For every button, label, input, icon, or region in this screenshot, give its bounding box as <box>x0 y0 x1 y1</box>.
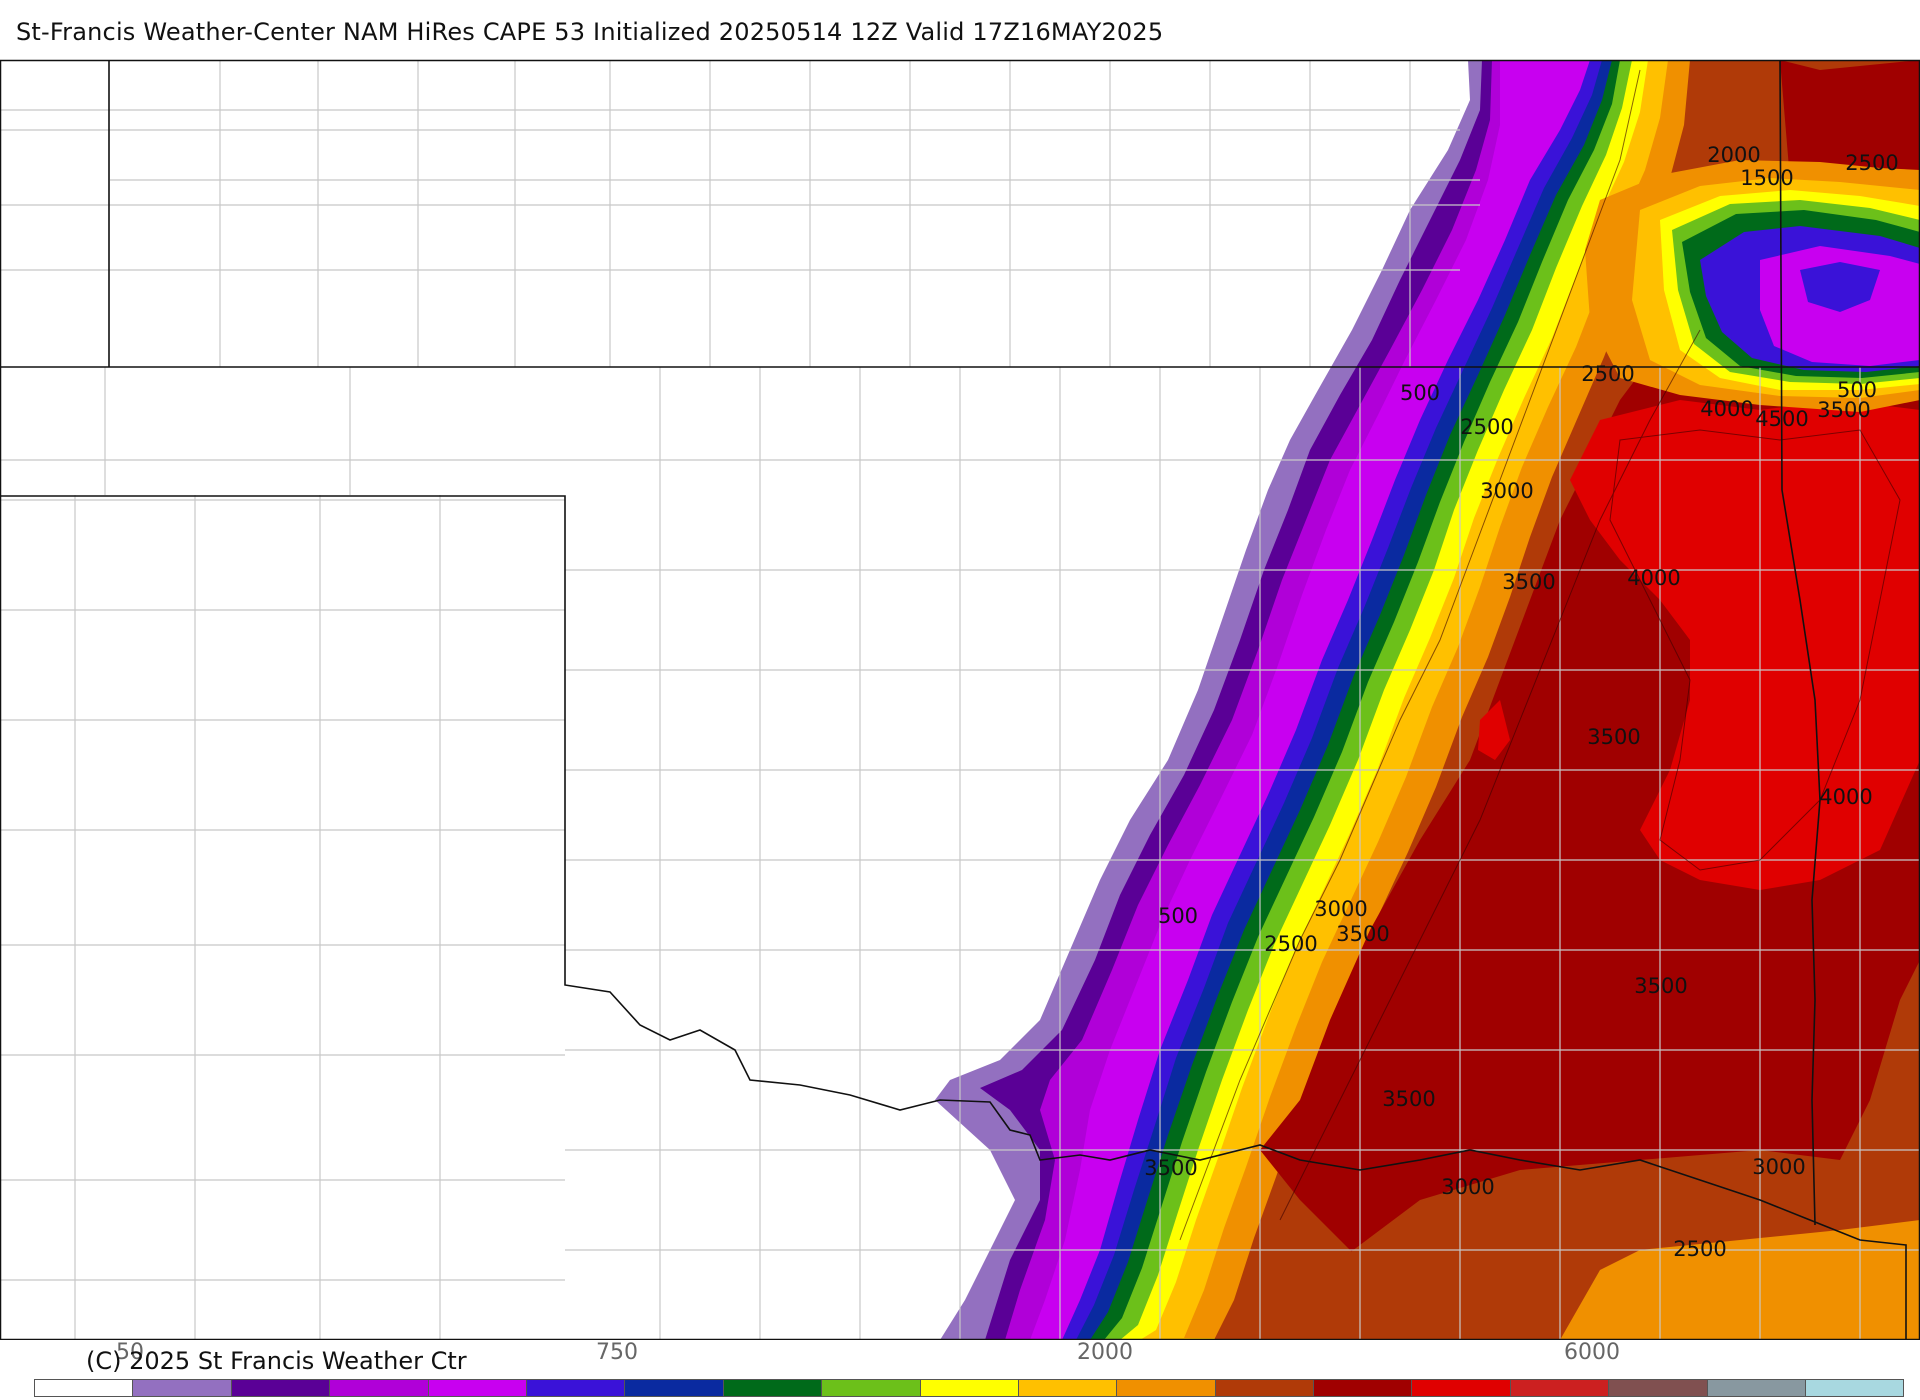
cape-band-5000 <box>1478 700 1510 760</box>
colorbar-swatch <box>624 1380 723 1396</box>
colorbar-swatch <box>230 1380 330 1396</box>
contour-label: 1500 <box>1740 166 1793 190</box>
colorbar-swatch <box>427 1380 526 1396</box>
contour-line-4000 <box>1609 429 1901 871</box>
contour-label: 500 <box>1837 378 1877 402</box>
contour-label: 3500 <box>1502 570 1555 594</box>
contour-label: 2500 <box>1460 415 1513 439</box>
county-lines <box>0 60 1920 1340</box>
colorbar-swatch <box>1313 1380 1412 1396</box>
contour-label: 3500 <box>1587 725 1640 749</box>
contour-label: 500 <box>1158 904 1198 928</box>
contour-label: 4500 <box>1755 407 1808 431</box>
contour-label: 4000 <box>1819 785 1872 809</box>
contour-label: 3500 <box>1336 922 1389 946</box>
colorbar-swatch <box>1805 1380 1904 1396</box>
contour-label: 3500 <box>1634 974 1687 998</box>
colorbar-tick-label: 2000 <box>1077 1340 1133 1365</box>
contour-label: 3000 <box>1480 479 1533 503</box>
colorbar-swatch <box>329 1380 428 1396</box>
contour-label: 2000 <box>1707 143 1760 167</box>
contour-line-3500 <box>1279 329 1701 1221</box>
contour-label: 2500 <box>1845 151 1898 175</box>
colorbar-tick-label: 750 <box>596 1340 638 1365</box>
colorbar-swatch <box>919 1380 1018 1396</box>
map-title: St-Francis Weather-Center NAM HiRes CAPE… <box>16 18 1164 46</box>
contour-label: 3000 <box>1441 1175 1494 1199</box>
contour-label: 2500 <box>1264 932 1317 956</box>
contour-label: 4000 <box>1627 566 1680 590</box>
colorbar <box>34 1379 1905 1397</box>
colorbar-swatch <box>35 1380 133 1396</box>
colorbar-swatch <box>722 1380 822 1396</box>
copyright-notice: (C) 2025 St Francis Weather Ctr <box>86 1347 467 1375</box>
state-line-panhandle <box>0 495 1907 1340</box>
contour-label: 3000 <box>1752 1155 1805 1179</box>
county-grid-west <box>0 367 565 1340</box>
colorbar-swatch <box>1116 1380 1215 1396</box>
colorbar-swatch <box>1608 1380 1707 1396</box>
contour-label: 3500 <box>1144 1156 1197 1180</box>
colorbar-swatch <box>525 1380 625 1396</box>
county-grid-north <box>0 60 1480 367</box>
colorbar-tick-label: 50 <box>116 1340 144 1365</box>
cape-shading <box>935 60 1920 1340</box>
colorbar-tick-label: 6000 <box>1564 1340 1620 1365</box>
contour-label: 3500 <box>1382 1087 1435 1111</box>
contour-label: 3500 <box>1817 398 1870 422</box>
contour-label: 2500 <box>1673 1237 1726 1261</box>
cape-ne-100-core <box>1800 262 1880 312</box>
contour-label: 2500 <box>1581 362 1634 386</box>
colorbar-swatch <box>1017 1380 1117 1396</box>
colorbar-swatch <box>1706 1380 1806 1396</box>
colorbar-tick-labels: 50 750 2000 6000 <box>0 1340 1920 1370</box>
contour-label: 4000 <box>1700 397 1753 421</box>
contour-lines <box>1179 69 1901 1241</box>
colorbar-swatch <box>1509 1380 1609 1396</box>
colorbar-swatch <box>821 1380 920 1396</box>
contour-label: 500 <box>1400 381 1440 405</box>
contour-line-3000 <box>1179 69 1641 1241</box>
colorbar-swatch <box>132 1380 231 1396</box>
colorbar-swatch <box>1411 1380 1510 1396</box>
contour-label: 3000 <box>1314 897 1367 921</box>
colorbar-swatch <box>1214 1380 1314 1396</box>
